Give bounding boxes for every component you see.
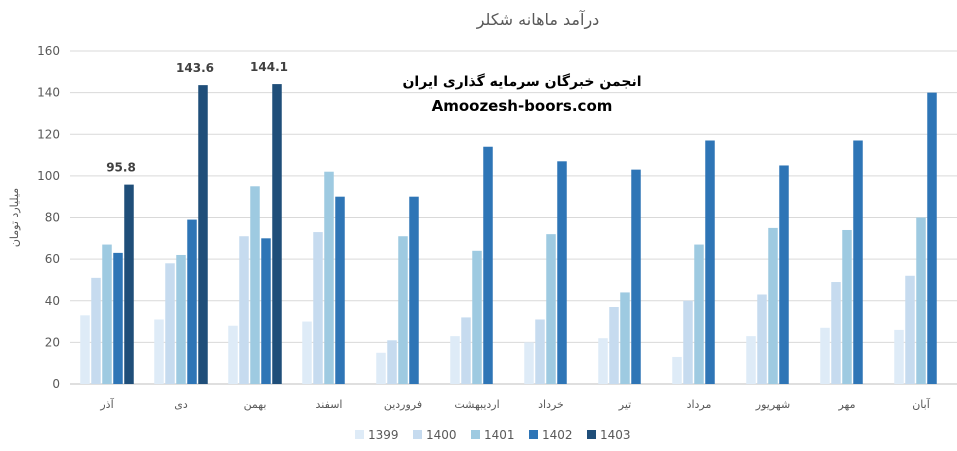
legend-label-1400: 1400 [426,428,457,442]
bar-1399-4 [376,352,386,384]
bar-1401-2 [250,186,260,384]
x-category-label: اسفند [316,398,343,411]
watermark-line-1: انجمن خبرگان سرمایه گذاری ایران [402,73,641,90]
bar-1401-0 [102,244,112,384]
bar-1402-3 [335,196,345,384]
bar-1399-6 [524,342,534,384]
y-tick-label: 40 [45,294,60,308]
legend-label-1399: 1399 [368,428,399,442]
bar-1402-11 [927,92,937,384]
bar-1400-8 [683,300,693,384]
x-category-label: بهمن [244,398,267,411]
bar-1401-3 [324,171,334,384]
y-axis-ticks: 0 20 40 60 80 100 120 140 160 [37,44,60,391]
bar-1402-2 [261,238,271,384]
legend-label-1402: 1402 [542,428,573,442]
chart-title: درآمد ماهانه شکلر [476,10,600,30]
bar-1400-11 [905,275,915,384]
bar-1400-1 [165,263,175,384]
bar-1401-4 [398,236,408,384]
bar-1401-10 [842,229,852,384]
watermark-line-2: Amoozesh-boors.com [432,97,613,115]
bar-1401-1 [176,254,186,384]
bar-1399-5 [450,336,460,384]
legend-swatch-1403 [587,430,596,439]
y-tick-label: 80 [45,211,60,225]
bar-1403-0 [124,184,134,384]
bar-1402-4 [409,196,419,384]
bar-1403-2 [272,84,282,385]
y-tick-label: 140 [37,86,60,100]
x-category-label: خرداد [538,398,564,411]
bar-1400-4 [387,340,397,384]
x-category-label: تیر [618,398,631,411]
bars [80,84,937,385]
bar-1399-0 [80,315,90,384]
x-category-label: اردیبهشت [454,398,499,411]
bar-1402-8 [705,140,715,384]
x-category-label: مهر [837,398,855,411]
bar-1403-1 [198,85,208,384]
bar-1402-1 [187,219,197,384]
data-label: 95.8 [106,161,136,175]
y-tick-label: 100 [37,169,60,183]
bar-1400-2 [239,236,249,384]
bar-1400-3 [313,232,323,384]
bar-1400-10 [831,282,841,384]
bar-1399-7 [598,338,608,384]
bar-1401-7 [620,292,630,384]
data-labels: 95.8 143.6 144.1 [106,60,288,175]
bar-1400-0 [91,277,101,384]
bar-1399-1 [154,319,164,384]
bar-1402-7 [631,169,641,384]
data-label: 144.1 [250,60,288,74]
bar-1401-6 [546,234,556,384]
bar-1402-9 [779,165,789,384]
x-category-label: آبان [912,397,930,411]
x-category-label: شهریور [755,398,790,411]
y-tick-label: 160 [37,44,60,58]
bar-1400-5 [461,317,471,384]
bar-1401-9 [768,227,778,384]
x-category-label: مرداد [687,398,712,411]
legend-swatch-1402 [529,430,538,439]
data-label: 143.6 [176,61,214,75]
bar-1399-9 [746,336,756,384]
legend-swatch-1400 [413,430,422,439]
grid-lines [70,50,957,385]
bar-1400-6 [535,319,545,384]
y-tick-label: 60 [45,252,60,266]
x-axis-categories: آذر دی بهمن اسفند فروردین اردیبهشت خرداد تیر مرد… [99,397,930,411]
bar-1402-10 [853,140,863,384]
bar-1399-11 [894,329,904,384]
y-axis-label: میلیارد تومان [8,188,21,247]
legend-swatch-1399 [355,430,364,439]
bar-1399-3 [302,321,312,384]
y-tick-label: 20 [45,335,60,349]
y-tick-label: 0 [52,377,60,391]
bar-1401-8 [694,244,704,384]
legend-label-1401: 1401 [484,428,515,442]
x-category-label: دی [174,398,188,411]
bar-1399-10 [820,327,830,384]
x-category-label: فروردین [384,398,422,411]
bar-1402-0 [113,252,123,384]
bar-1399-2 [228,325,238,384]
bar-1401-11 [916,217,926,384]
legend: 1399 1400 1401 1402 1403 [355,428,631,442]
bar-1400-7 [609,306,619,384]
bar-1401-5 [472,250,482,384]
bar-1399-8 [672,356,682,384]
bar-1402-5 [483,146,493,384]
legend-swatch-1401 [471,430,480,439]
legend-label-1403: 1403 [600,428,631,442]
bar-1402-6 [557,161,567,384]
y-tick-label: 120 [37,127,60,141]
x-category-label: آذر [99,397,114,411]
bar-1400-9 [757,294,767,384]
